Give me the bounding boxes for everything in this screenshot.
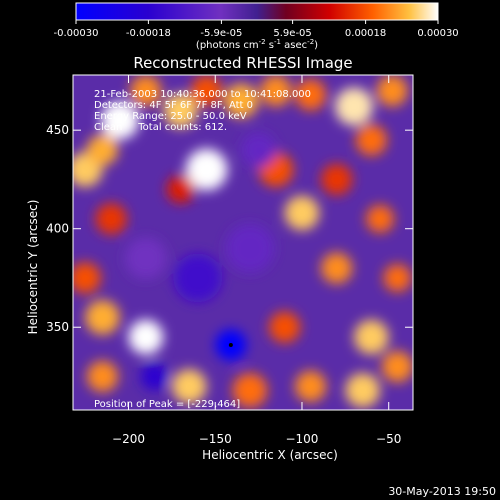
heatmap-blob xyxy=(185,148,228,191)
heatmap-blob xyxy=(284,195,320,231)
colorbar-gradient xyxy=(75,2,439,21)
x-tick-label: −100 xyxy=(285,432,318,446)
minimum-dot xyxy=(228,342,233,347)
heatmap-blob xyxy=(125,237,167,280)
x-axis-label: Heliocentric X (arcsec) xyxy=(202,448,338,462)
colorbar: -0.00030 -0.00018 -5.9e-05 5.9e-05 0.00018 0.… xyxy=(54,2,459,51)
heatmap-blob xyxy=(95,203,127,235)
colorbar-tick-label: 5.9e-05 xyxy=(273,28,311,39)
heatmap-blob xyxy=(321,163,353,196)
heatmap-blob xyxy=(355,124,387,156)
heatmap-blob xyxy=(241,132,276,168)
y-tick-label: 450 xyxy=(46,123,69,137)
x-tick-label: −50 xyxy=(376,432,401,446)
heatmap-blob xyxy=(381,351,413,383)
heatmap-blob xyxy=(73,262,101,294)
colorbar-tick-label: -0.00030 xyxy=(54,28,99,39)
heatmap-blob xyxy=(366,204,394,233)
x-tick-label: −150 xyxy=(199,432,232,446)
x-tick-label: −200 xyxy=(112,432,145,446)
heatmap-blob xyxy=(345,372,381,408)
heatmap-blob xyxy=(334,87,374,126)
heatmap-blob xyxy=(269,311,301,343)
y-tick-label: 400 xyxy=(46,222,69,236)
heatmap-blob xyxy=(232,372,268,408)
chart-title: Reconstructed RHESSI Image xyxy=(133,54,352,72)
heatmap-blob xyxy=(295,370,327,402)
y-tick-label: 350 xyxy=(46,320,69,334)
colorbar-tick-label: 0.00030 xyxy=(417,28,458,39)
plot-frame xyxy=(72,74,414,411)
heatmap-blobs xyxy=(73,75,413,408)
heatmap-blob xyxy=(86,134,119,166)
annotation-energy: Energy Range: 25.0 - 50.0 keV xyxy=(94,111,247,122)
heatmap-blob xyxy=(295,79,327,111)
axes: −200 −150 −100 −50 350 400 450 xyxy=(46,75,413,446)
heatmap-blob xyxy=(166,175,195,204)
peak-position-label: Position of Peak = [-229,464] xyxy=(94,399,240,410)
colorbar-unit-label: (photons cm-2 s-1 asec-2) xyxy=(196,38,318,51)
heatmap-blob xyxy=(163,93,198,128)
heatmap-blob xyxy=(130,75,162,107)
heatmap-blob xyxy=(354,319,389,355)
heatmap-blob xyxy=(260,75,292,107)
timestamp: 30-May-2013 19:50 xyxy=(388,485,496,498)
annotations: 21-Feb-2003 10:40:36.000 to 10:41:08.000… xyxy=(94,89,311,410)
heatmap-blob xyxy=(173,253,223,303)
heatmap-blob xyxy=(85,300,120,335)
heatmap-area xyxy=(73,75,413,410)
y-axis-label: Heliocentric Y (arcsec) xyxy=(26,200,40,335)
heatmap-blob xyxy=(100,101,139,140)
heatmap-blob xyxy=(171,369,207,404)
colorbar-tick-label: -0.00018 xyxy=(126,28,171,39)
annotation-time: 21-Feb-2003 10:40:36.000 to 10:41:08.000 xyxy=(94,89,311,100)
colorbar-ticks: -0.00030 -0.00018 -5.9e-05 5.9e-05 0.00018 0.… xyxy=(54,20,459,39)
heatmap-blob xyxy=(86,360,119,393)
colorbar-tick-label: 0.00018 xyxy=(345,28,386,39)
colorbar-tick-label: -5.9e-05 xyxy=(200,28,242,39)
minimum-marker xyxy=(228,342,233,347)
heatmap-blob xyxy=(190,75,223,107)
heatmap-blob xyxy=(128,319,164,355)
heatmap-blob xyxy=(225,224,275,273)
heatmap-blob xyxy=(223,83,259,118)
heatmap-blob xyxy=(383,264,412,292)
heatmap-blob xyxy=(376,75,408,107)
annotation-counts: Clean Total counts: 612. xyxy=(94,122,227,133)
annotation-detectors: Detectors: 4F 5F 6F 7F 8F, Att 0 xyxy=(94,100,253,111)
heatmap-blob xyxy=(140,362,169,391)
heatmap-blob xyxy=(321,252,353,284)
